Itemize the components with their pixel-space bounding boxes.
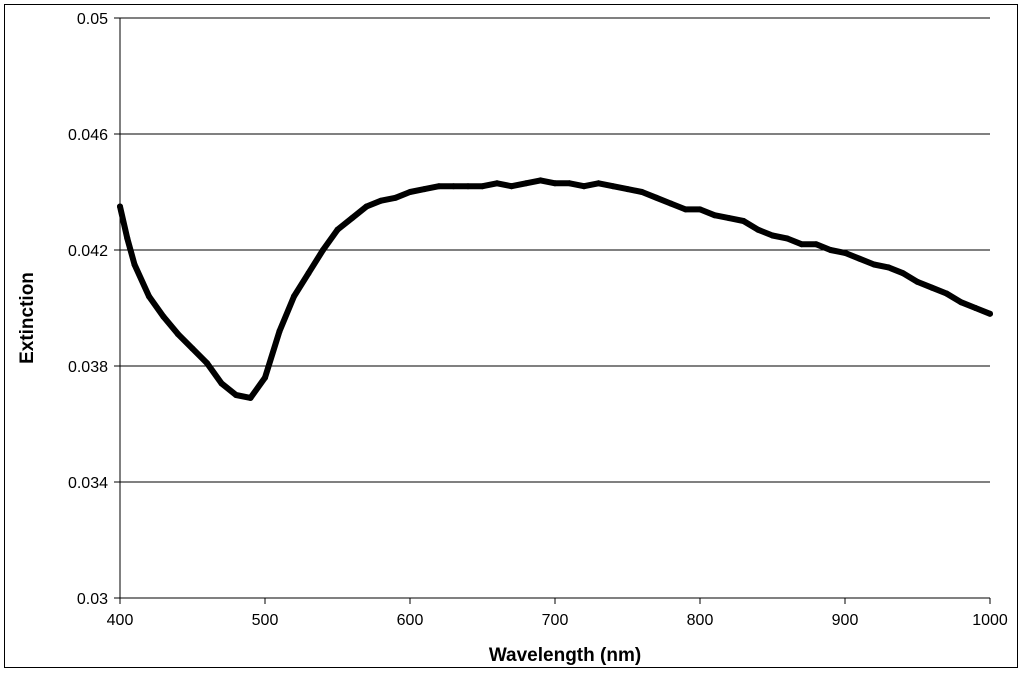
- chart-frame: [4, 4, 1018, 668]
- data-point: [697, 206, 703, 213]
- data-point: [146, 293, 152, 300]
- y-tick-label: 0.042: [68, 243, 108, 260]
- y-tick-label: 0.05: [77, 11, 108, 28]
- x-tick-label: 500: [252, 612, 279, 629]
- data-point: [131, 261, 138, 268]
- data-point: [914, 278, 921, 285]
- data-point: [247, 394, 254, 401]
- data-point: [392, 194, 399, 201]
- y-tick-labels: 0.03 0.034 0.038 0.042 0.046 0.05: [68, 11, 108, 608]
- x-tick-label: 900: [832, 612, 859, 629]
- data-point: [958, 299, 964, 306]
- data-point: [755, 226, 761, 233]
- data-point: [378, 197, 384, 204]
- data-point: [726, 215, 732, 222]
- data-point: [827, 247, 834, 253]
- data-point: [117, 203, 123, 210]
- data-point: [218, 380, 225, 387]
- gridlines: [120, 17, 990, 483]
- data-point: [784, 235, 790, 242]
- x-tick-label: 400: [107, 612, 134, 629]
- data-point: [610, 183, 616, 190]
- data-point: [581, 183, 587, 190]
- data-point: [856, 255, 863, 262]
- y-tick-label: 0.034: [68, 475, 108, 492]
- data-point: [436, 183, 442, 190]
- data-point: [421, 186, 428, 193]
- data-point: [595, 180, 602, 187]
- x-tick-labels: 400 500 600 700 800 900 1000: [107, 612, 1008, 629]
- data-point: [175, 331, 181, 338]
- data-point: [740, 218, 747, 224]
- data-point: [494, 180, 500, 187]
- data-point: [639, 189, 645, 195]
- data-point: [450, 183, 457, 190]
- data-point: [233, 392, 239, 398]
- data-point: [929, 284, 935, 291]
- data-point: [262, 374, 268, 381]
- data-point: [305, 270, 312, 277]
- data-point: [363, 203, 370, 210]
- data-point: [682, 206, 689, 213]
- data-point: [204, 360, 210, 367]
- data-point: [537, 177, 544, 184]
- data-point: [508, 183, 515, 190]
- data-point: [813, 241, 819, 248]
- data-point: [189, 345, 196, 352]
- axes: [114, 17, 991, 604]
- data-point: [465, 183, 471, 190]
- data-point: [711, 212, 718, 219]
- data-point: [769, 232, 776, 239]
- data-point: [943, 290, 950, 297]
- y-tick-label: 0.038: [68, 359, 108, 376]
- data-point: [407, 189, 413, 195]
- data-point: [523, 180, 529, 187]
- data-point: [871, 261, 877, 268]
- y-tick-label: 0.03: [77, 591, 108, 608]
- data-point: [276, 328, 283, 335]
- data-point: [479, 183, 486, 190]
- data-point: [885, 264, 892, 271]
- x-tick-label: 600: [397, 612, 424, 629]
- series-layer: [117, 177, 993, 401]
- data-point: [668, 200, 674, 207]
- x-tick-label: 1000: [972, 612, 1008, 629]
- y-tick-label: 0.046: [68, 127, 108, 144]
- data-point: [566, 180, 573, 187]
- data-point: [653, 194, 660, 201]
- x-axis-title: Wavelength (nm): [489, 645, 641, 666]
- data-point: [552, 180, 558, 187]
- x-tick-label: 800: [687, 612, 714, 629]
- data-point: [842, 249, 848, 256]
- data-point: [972, 305, 979, 311]
- data-point: [987, 310, 993, 317]
- data-point: [900, 270, 906, 277]
- data-point: [124, 235, 131, 242]
- data-point: [320, 247, 326, 253]
- data-point: [334, 226, 341, 233]
- data-point: [624, 186, 631, 193]
- series-line: [117, 177, 993, 401]
- data-point: [160, 313, 167, 320]
- data-point: [798, 241, 805, 248]
- data-point: [291, 293, 297, 300]
- data-point: [349, 215, 355, 222]
- x-tick-label: 700: [542, 612, 569, 629]
- y-axis-title: Extinction: [17, 272, 38, 364]
